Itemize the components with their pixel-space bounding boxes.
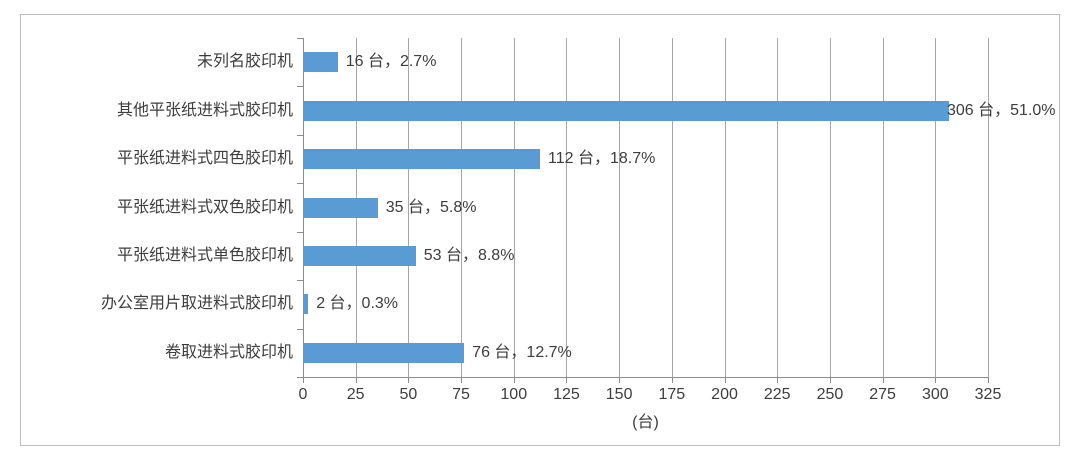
category-label: 办公室用片取进料式胶印机 [100, 295, 293, 313]
category-label: 平张纸进料式双色胶印机 [116, 198, 293, 216]
x-axis-tick [988, 377, 989, 383]
x-axis-tick [461, 377, 463, 383]
x-axis-tick [566, 377, 568, 383]
x-axis-tick [724, 377, 726, 383]
chart-frame [20, 14, 1060, 446]
x-axis-tick [829, 377, 831, 383]
x-axis-tick [513, 377, 515, 383]
y-axis-tick [297, 86, 303, 88]
category-label: 卷取进料式胶印机 [164, 343, 293, 361]
x-tick-label: 125 [553, 386, 580, 403]
x-tick-label: 250 [816, 386, 844, 403]
x-axis-title: (台) [632, 414, 659, 431]
gridline [461, 38, 463, 377]
value-label: 112 台，18.7% [548, 150, 656, 168]
category-label: 其他平张纸进料式胶印机 [116, 101, 293, 119]
gridline [671, 38, 673, 377]
x-axis-tick [671, 377, 673, 383]
x-tick-label: 75 [452, 386, 470, 403]
value-label: 16 台，2.7% [345, 53, 437, 71]
value-label: 306 台，51.0% [947, 101, 1056, 119]
x-tick-label: 275 [869, 386, 896, 403]
bar [304, 100, 949, 121]
x-axis-tick [882, 377, 884, 383]
bar [304, 52, 338, 73]
y-axis-tick [297, 38, 303, 39]
x-tick-label: 200 [711, 386, 738, 403]
y-axis-tick [297, 328, 303, 330]
gridline [935, 38, 937, 377]
gridline [882, 38, 884, 377]
x-tick-label: 225 [763, 386, 791, 403]
category-label: 未列名胶印机 [196, 53, 293, 71]
gridline [619, 38, 621, 377]
x-axis-tick [303, 377, 304, 383]
y-axis-line [303, 38, 304, 378]
x-tick-label: 0 [298, 386, 308, 403]
x-axis-tick [935, 377, 937, 383]
bar [304, 342, 465, 363]
y-axis-tick [297, 280, 303, 282]
category-label: 平张纸进料式单色胶印机 [116, 246, 293, 264]
value-label: 2 台，0.3% [316, 295, 399, 313]
x-axis-tick [777, 377, 779, 383]
x-axis-tick [355, 377, 357, 383]
bar [304, 197, 378, 218]
x-tick-label: 150 [605, 386, 633, 403]
y-axis-tick [297, 377, 303, 378]
value-label: 76 台，12.7% [472, 343, 572, 361]
x-axis-line [303, 377, 988, 378]
y-axis-tick [297, 183, 303, 185]
bar [304, 245, 416, 266]
gridline [829, 38, 831, 377]
gridline [988, 38, 989, 377]
value-label: 35 台，5.8% [385, 198, 477, 216]
x-tick-label: 50 [399, 386, 418, 403]
x-tick-label: 100 [500, 386, 528, 403]
x-tick-label: 300 [921, 386, 949, 403]
gridline [408, 38, 410, 377]
gridline [566, 38, 568, 377]
gridline [513, 38, 515, 377]
x-axis-tick [408, 377, 410, 383]
x-axis-tick [619, 377, 621, 383]
bar [304, 149, 541, 170]
value-label: 53 台，8.8% [423, 246, 515, 264]
gridline [724, 38, 726, 377]
y-axis-tick [297, 231, 303, 233]
x-tick-label: 325 [974, 386, 1002, 403]
category-label: 平张纸进料式四色胶印机 [116, 150, 293, 168]
bar [304, 294, 309, 315]
y-axis-tick [297, 134, 303, 136]
gridline [777, 38, 779, 377]
x-tick-label: 25 [346, 386, 365, 403]
x-tick-label: 175 [658, 386, 686, 403]
